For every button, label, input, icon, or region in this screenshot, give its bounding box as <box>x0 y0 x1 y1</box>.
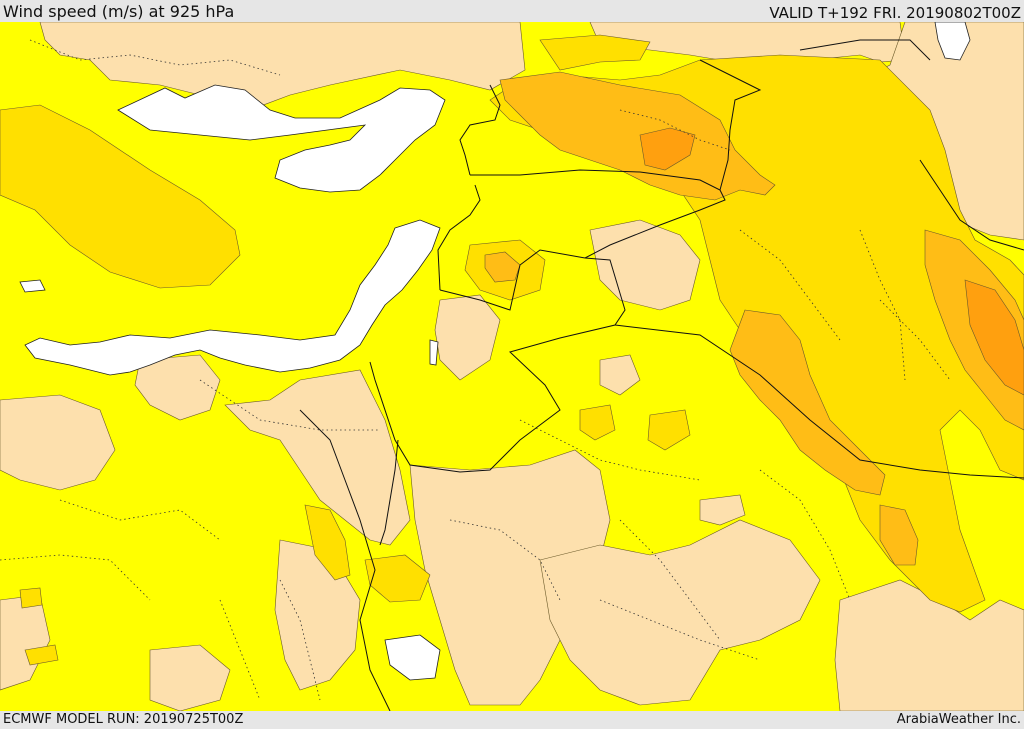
credit-label: ArabiaWeather Inc. <box>896 712 1021 727</box>
very-strong-wind-areas <box>639 127 1024 396</box>
footer-bar: ECMWF MODEL RUN: 20190725T00Z ArabiaWeat… <box>0 711 1024 729</box>
header-bar: Wind speed (m/s) at 925 hPa VALID T+192 … <box>0 0 1024 22</box>
sea-areas <box>19 22 971 681</box>
model-run-label: ECMWF MODEL RUN: 20190725T00Z <box>3 712 244 727</box>
map-canvas[interactable] <box>0 22 1024 711</box>
map-title: Wind speed (m/s) at 925 hPa <box>3 2 235 21</box>
province-boundaries <box>0 39 951 701</box>
country-borders <box>299 39 1024 711</box>
valid-time: VALID T+192 FRI. 20190802T00Z <box>769 4 1021 22</box>
